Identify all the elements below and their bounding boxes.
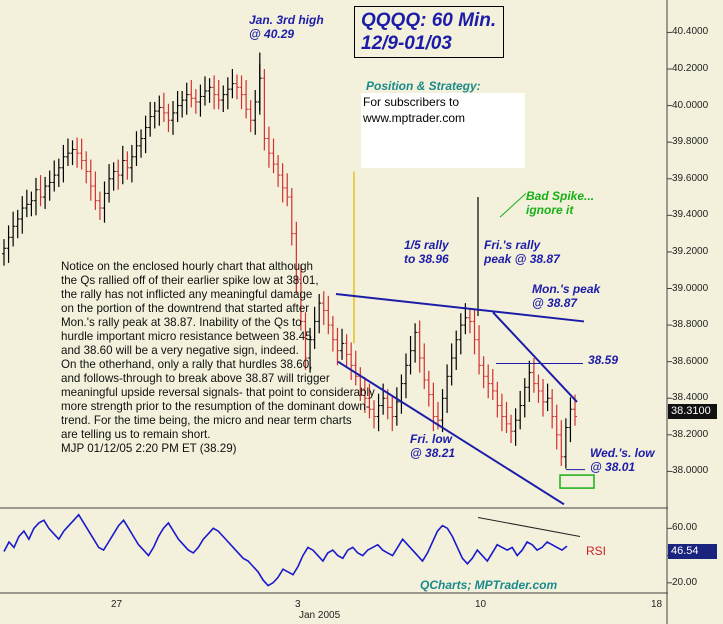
- annotation-fri-rally: Fri.'s rally peak @ 38.87: [484, 238, 560, 266]
- annotation-bad-spike: Bad Spike... ignore it: [526, 189, 595, 217]
- last-price-badge: 38.3100: [668, 404, 717, 419]
- rsi-value-badge: 46.54: [668, 544, 717, 559]
- strategy-line: For subscribers to: [363, 95, 460, 109]
- downtrend-line: [492, 311, 578, 403]
- commentary-text: Notice on the enclosed hourly chart that…: [61, 260, 406, 456]
- commentary-line: hurdle important micro resistance betwee…: [61, 330, 312, 343]
- y-tick-label: 40.0000: [672, 99, 709, 111]
- annotation-mon-peak: Mon.'s peak @ 38.87: [532, 282, 601, 310]
- rsi-trendline: [477, 516, 581, 538]
- strategy-link[interactable]: www.mptrader.com: [363, 111, 466, 125]
- y-tick-label: 38.8000: [672, 319, 709, 331]
- lower-trendline: [337, 360, 565, 506]
- strategy-box: For subscribers to www.mptrader.com: [361, 93, 525, 168]
- commentary-line: on the portion of the downtrend that sta…: [61, 302, 310, 315]
- x-tick-label: 3: [295, 599, 301, 610]
- y-tick-label: 38.4000: [672, 392, 709, 404]
- y-tick-label: 38.2000: [672, 428, 709, 440]
- annotation-fri-low: Fri. low @ 38.21: [410, 432, 456, 460]
- upper-trendline: [335, 293, 585, 323]
- bad-spike-pointer: [499, 193, 527, 218]
- rsi-tick-label: 20.00: [672, 576, 698, 588]
- rsi-line: [3, 513, 568, 587]
- y-tick-label: 39.2000: [672, 245, 709, 257]
- y-tick-label: 40.4000: [672, 26, 709, 38]
- y-tick-label: 39.0000: [672, 282, 709, 294]
- chart-title: QQQQ: 60 Min.: [361, 10, 497, 31]
- x-tick-label: Jan 2005: [299, 610, 341, 621]
- annotation-jan3-high: Jan. 3rd high @ 40.29: [249, 13, 324, 41]
- commentary-line: more strength prior to the resumption of…: [61, 400, 370, 413]
- x-tick-label: 27: [111, 599, 123, 610]
- y-tick-label: 39.8000: [672, 136, 709, 148]
- commentary-line: Notice on the enclosed hourly chart that…: [61, 260, 314, 273]
- y-tick-label: 38.6000: [672, 355, 709, 367]
- annotation-wed-low: Wed.'s. low @ 38.01: [590, 446, 655, 474]
- commentary-line: the rally has not inflicted any meaningf…: [61, 288, 313, 301]
- commentary-line: trend. For the time being, the micro and…: [61, 414, 352, 427]
- commentary-line: meaningful upside reversal signals- that…: [61, 386, 375, 399]
- commentary-line: On the otherhand, only a rally that hurd…: [61, 358, 313, 371]
- commentary-line: are telling us to remain short.: [61, 428, 211, 441]
- y-tick-label: 40.2000: [672, 63, 709, 75]
- commentary-line: Mon.'s rally peak at 38.87. Inability of…: [61, 316, 302, 329]
- annotation-1-5-rally: 1/5 rally to 38.96: [404, 238, 449, 266]
- commentary-line: the Qs rallied off of their earlier spik…: [61, 274, 319, 287]
- commentary-line: and follows-through to break above 38.87…: [61, 372, 330, 385]
- commentary-line: MJP 01/12/05 2:20 PM ET (38.29): [61, 442, 237, 455]
- source-credit: QCharts; MPTrader.com: [420, 578, 558, 592]
- target-box: [559, 474, 595, 489]
- commentary-line: and 38.60 will be a very negative sign, …: [61, 344, 299, 357]
- y-tick-label: 39.6000: [672, 172, 709, 184]
- strategy-heading: Position & Strategy:: [366, 79, 481, 93]
- y-tick-label: 39.4000: [672, 209, 709, 221]
- chart-date-range: 12/9-01/03: [361, 33, 452, 54]
- x-tick-label: 18: [651, 599, 663, 610]
- annotation-38-59: 38.59: [588, 353, 619, 367]
- y-tick-label: 38.0000: [672, 465, 709, 477]
- rsi-tick-label: 60.00: [672, 522, 698, 534]
- chart-title-box: QQQQ: 60 Min. 12/9-01/03: [354, 6, 504, 58]
- x-tick-label: 10: [475, 599, 487, 610]
- rsi-label: RSI: [586, 544, 607, 558]
